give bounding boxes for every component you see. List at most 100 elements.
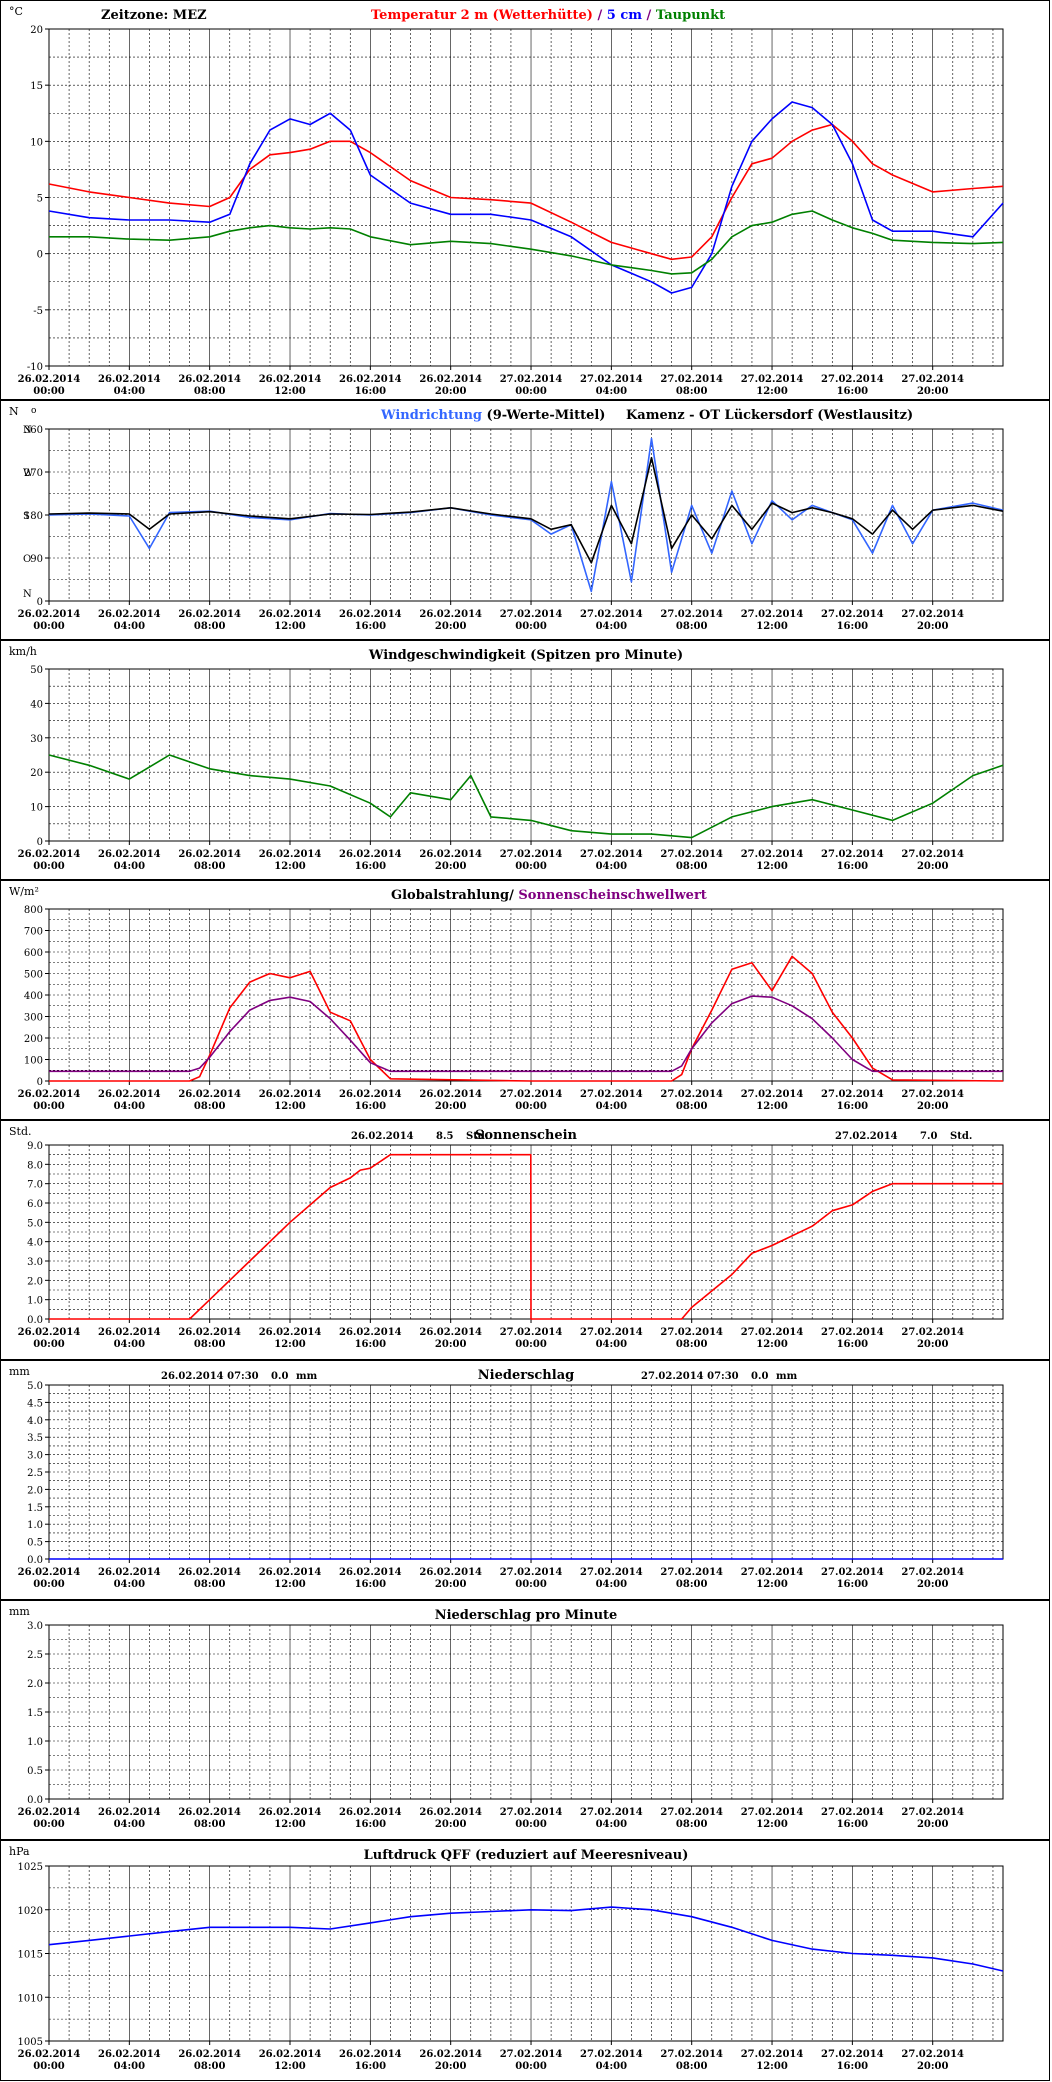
x-tick-date: 26.02.2014: [339, 374, 402, 385]
x-tick-time: 20:00: [917, 1339, 949, 1350]
x-tick-date: 26.02.2014: [419, 1807, 482, 1818]
x-tick-date: 27.02.2014: [660, 1807, 723, 1818]
x-tick-time: 00:00: [515, 1819, 547, 1830]
x-tick-time: 04:00: [596, 861, 628, 872]
y-letter-label: W: [23, 468, 34, 479]
title-part: Globalstrahlung/: [391, 888, 518, 903]
x-tick-time: 08:00: [194, 1101, 226, 1112]
chart-title: Windrichtung (9-Werte-Mittel): [380, 408, 605, 423]
x-tick-date: 27.02.2014: [500, 1089, 563, 1100]
x-tick-date: 27.02.2014: [741, 374, 804, 385]
x-tick-date: 27.02.2014: [580, 849, 643, 860]
x-tick-time: 12:00: [274, 1579, 306, 1590]
chart-title: Globalstrahlung/ Sonnenscheinschwellwert: [391, 888, 707, 903]
timezone-label: Zeitzone: MEZ: [101, 8, 207, 23]
y-tick-label: 3.0: [27, 1257, 43, 1268]
series-line-sonnenschein: [49, 1153, 1003, 1320]
x-tick-date: 27.02.2014: [741, 609, 804, 620]
x-tick-time: 00:00: [515, 1579, 547, 1590]
x-tick-time: 12:00: [756, 1101, 788, 1112]
x-tick-time: 20:00: [435, 621, 467, 632]
y-tick-label: 1.5: [27, 1708, 43, 1719]
y-tick-label: 40: [30, 699, 43, 710]
x-tick-date: 27.02.2014: [580, 2049, 643, 2060]
chart-title: Luftdruck QFF (reduziert auf Meeresnivea…: [364, 1848, 689, 1863]
summary-date: 26.02.2014 07:30: [161, 1371, 259, 1382]
x-tick-time: 16:00: [837, 861, 869, 872]
x-tick-time: 20:00: [435, 1339, 467, 1350]
x-tick-date: 26.02.2014: [98, 2049, 161, 2060]
summary-date: 27.02.2014 07:30: [641, 1371, 739, 1382]
x-tick-date: 26.02.2014: [419, 609, 482, 620]
chart-panel-sunshine: 9.0 8.0 7.0 6.0 5.0 4.0 3.0 2.0 1.0 0.0 26.02.2014…: [0, 1120, 1050, 1360]
x-tick-time: 00:00: [33, 621, 65, 632]
unit-label: km/h: [9, 645, 37, 658]
y-letter-label: O: [23, 554, 31, 565]
x-tick-date: 27.02.2014: [901, 2049, 964, 2060]
x-tick-date: 26.02.2014: [18, 1567, 81, 1578]
chart-title: Windgeschwindigkeit (Spitzen pro Minute): [368, 648, 683, 663]
y-tick-label: 4.0: [27, 1416, 43, 1427]
y-tick-label: 300: [24, 1013, 43, 1024]
chart-panel-wind_speed: 50 40 30 20 10 0 26.02.2014 00:00 26.02.2014 04:0…: [0, 640, 1050, 880]
x-tick-time: 04:00: [596, 1579, 628, 1590]
x-tick-time: 04:00: [114, 1339, 146, 1350]
summary-value: 8.5: [436, 1131, 453, 1142]
x-tick-time: 00:00: [33, 2061, 65, 2072]
degree-mark: o: [31, 406, 36, 416]
summary-unit: mm: [776, 1371, 798, 1382]
x-tick-time: 08:00: [676, 621, 708, 632]
y-tick-label: 8.0: [27, 1160, 43, 1171]
y-tick-label: 400: [24, 991, 43, 1002]
unit-label: °C: [9, 5, 23, 18]
x-tick-time: 08:00: [194, 386, 226, 397]
x-tick-date: 26.02.2014: [98, 609, 161, 620]
x-tick-time: 20:00: [435, 1101, 467, 1112]
title-part: /: [642, 8, 656, 23]
x-tick-time: 04:00: [596, 1101, 628, 1112]
summary-value: 7.0: [920, 1131, 937, 1142]
x-tick-date: 27.02.2014: [500, 849, 563, 860]
x-tick-time: 20:00: [435, 1819, 467, 1830]
x-tick-date: 26.02.2014: [259, 1807, 322, 1818]
y-tick-label: 0: [37, 1077, 43, 1088]
x-tick-date: 27.02.2014: [901, 374, 964, 385]
station-label: Kamenz - OT Lückersdorf (Westlausitz): [626, 408, 913, 423]
y-letter-label: S: [23, 511, 30, 522]
x-tick-time: 04:00: [114, 621, 146, 632]
x-tick-time: 00:00: [33, 861, 65, 872]
x-tick-time: 16:00: [837, 1579, 869, 1590]
x-tick-date: 26.02.2014: [18, 1089, 81, 1100]
y-tick-label: 1015: [18, 1950, 43, 1961]
grid: [49, 909, 1003, 1081]
series-line-9-werte-mittel: [48, 456, 1004, 564]
x-tick-date: 27.02.2014: [580, 1567, 643, 1578]
x-tick-time: 12:00: [756, 1579, 788, 1590]
x-tick-time: 20:00: [435, 1579, 467, 1590]
x-tick-time: 08:00: [194, 2061, 226, 2072]
x-tick-time: 12:00: [756, 861, 788, 872]
x-tick-date: 26.02.2014: [259, 849, 322, 860]
summary-unit: mm: [296, 1371, 318, 1382]
series-line-windgeschwindigkeit: [48, 754, 1004, 839]
x-tick-time: 08:00: [676, 1101, 708, 1112]
summary-value: 0.0: [271, 1371, 288, 1382]
chart-svg-pressure: 1025102010151010100526.02.201400:0026.02…: [9, 1845, 1004, 2072]
chart-svg-precip_minute: 3.02.52.01.51.00.50.026.02.201400:0026.0…: [9, 1605, 1004, 1830]
title-part: Windrichtung: [380, 408, 482, 423]
x-tick-time: 08:00: [194, 1579, 226, 1590]
unit-label: mm: [9, 1365, 30, 1378]
x-tick-date: 27.02.2014: [821, 1089, 884, 1100]
chart-title: Niederschlag: [478, 1368, 574, 1383]
y-tick-label: 0.0: [27, 1555, 43, 1566]
x-tick-time: 12:00: [756, 621, 788, 632]
x-tick-date: 27.02.2014: [500, 1567, 563, 1578]
x-tick-date: 26.02.2014: [18, 1807, 81, 1818]
y-tick-label: 1025: [18, 1862, 43, 1873]
chart-panel-precip_minute: 3.0 2.5 2.0 1.5 1.0 0.5 0.0 26.02.2014 00:00 26.0…: [0, 1600, 1050, 1840]
series-line-luftdruck-qff: [48, 1906, 1004, 1972]
y-tick-label: 1020: [18, 1906, 43, 1917]
x-tick-time: 12:00: [274, 1339, 306, 1350]
chart-panel-radiation: 800 700 600 500 400 300 200 100 0 26.02.2014 00:00…: [0, 880, 1050, 1120]
x-tick-date: 26.02.2014: [178, 1567, 241, 1578]
